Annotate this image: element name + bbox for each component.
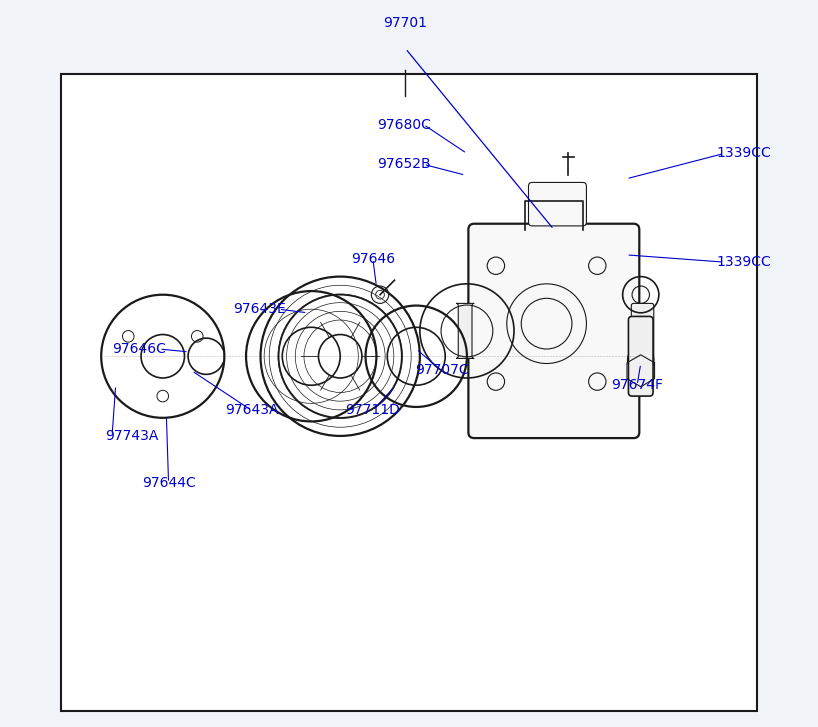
Text: 97652B: 97652B bbox=[377, 157, 431, 172]
FancyBboxPatch shape bbox=[528, 182, 587, 226]
FancyBboxPatch shape bbox=[631, 303, 654, 358]
FancyBboxPatch shape bbox=[469, 224, 640, 438]
Text: 1339CC: 1339CC bbox=[717, 146, 771, 161]
FancyBboxPatch shape bbox=[456, 303, 474, 358]
Text: 97701: 97701 bbox=[384, 17, 427, 31]
Text: 97646C: 97646C bbox=[113, 342, 166, 356]
FancyBboxPatch shape bbox=[61, 74, 757, 711]
FancyBboxPatch shape bbox=[628, 316, 653, 396]
Text: 97707C: 97707C bbox=[415, 364, 469, 377]
Text: 97643E: 97643E bbox=[233, 302, 285, 316]
Text: 97743A: 97743A bbox=[105, 429, 158, 443]
Text: 97711D: 97711D bbox=[345, 403, 400, 417]
Text: 97646: 97646 bbox=[351, 252, 395, 266]
Text: 97674F: 97674F bbox=[611, 378, 663, 392]
Text: 97643A: 97643A bbox=[225, 403, 279, 417]
Text: 97680C: 97680C bbox=[377, 118, 431, 132]
Text: 1339CC: 1339CC bbox=[717, 255, 771, 269]
Text: 97644C: 97644C bbox=[142, 475, 196, 490]
